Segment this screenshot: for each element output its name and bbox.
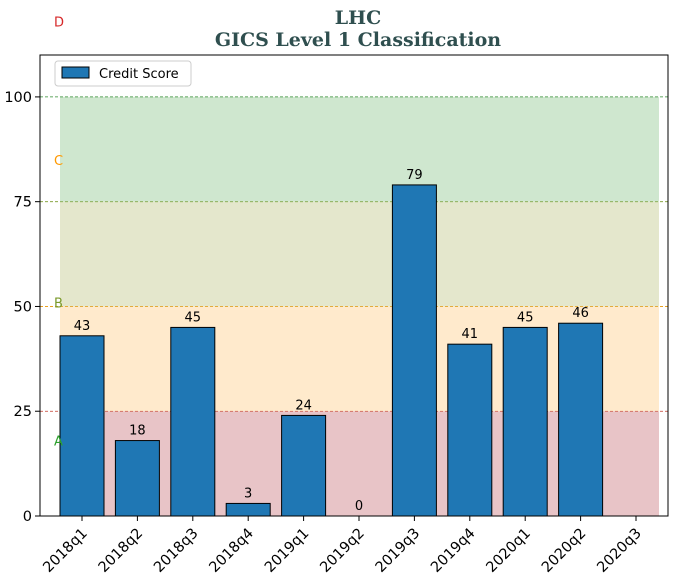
data-label-2018q1: 43	[74, 319, 91, 334]
data-label-2020q1: 45	[517, 310, 534, 325]
x-tick-label-2019q2: 2019q2	[317, 526, 367, 576]
x-tick-label-2018q1: 2018q1	[40, 526, 90, 576]
x-axis: 2018q1 2018q2 2018q3 2018q4 2019q1 2019q2 2019…	[40, 516, 645, 576]
band-3	[60, 96, 659, 202]
bar-2020q1	[502, 326, 548, 517]
legend[interactable]: Credit Score	[54, 60, 192, 87]
data-label-2020q2: 46	[572, 306, 589, 321]
band-letter-C: C	[54, 154, 63, 169]
bar-2018q3	[170, 326, 216, 517]
legend-swatch	[61, 66, 90, 79]
y-tick-label-0: 0	[23, 509, 32, 525]
bar-2020q2	[558, 322, 604, 517]
x-tick-label-2019q3: 2019q3	[373, 526, 423, 576]
x-tick-label-2018q2: 2018q2	[96, 526, 146, 576]
bar-2018q4	[225, 502, 271, 517]
band-letter-D: D	[54, 15, 64, 30]
data-label-2018q2: 18	[129, 424, 146, 439]
bar-2019q1	[281, 414, 327, 517]
band-letter-B: B	[54, 296, 63, 311]
y-tick-label-50: 50	[14, 299, 32, 315]
y-tick-label-75: 75	[14, 195, 32, 211]
bars	[59, 184, 604, 517]
data-label-2019q3: 79	[406, 168, 423, 183]
bar-2019q3	[391, 184, 437, 517]
x-tick-label-2020q2: 2020q2	[539, 526, 589, 576]
data-label-2019q1: 24	[295, 398, 312, 413]
x-tick-label-2018q4: 2018q4	[207, 526, 257, 576]
chart-title: LHC	[335, 7, 381, 29]
x-tick-label-2018q3: 2018q3	[151, 526, 201, 576]
band-2	[60, 201, 659, 307]
plot-frame	[39, 54, 669, 517]
y-tick-label-100: 100	[4, 90, 32, 106]
x-tick-label-2020q1: 2020q1	[484, 526, 534, 576]
data-label-2019q4: 41	[462, 327, 479, 342]
chart-subtitle: GICS Level 1 Classification	[215, 29, 501, 51]
bar-2019q4	[447, 343, 493, 517]
band-letters: A B C D	[54, 15, 64, 449]
x-tick-label-2019q4: 2019q4	[428, 526, 478, 576]
bar-2018q2	[114, 440, 160, 517]
legend-label: Credit Score	[99, 67, 179, 82]
y-tick-label-25: 25	[14, 404, 32, 420]
band-letter-A: A	[54, 435, 63, 450]
data-label-2019q2: 0	[355, 499, 363, 514]
x-tick-label-2019q1: 2019q1	[262, 526, 312, 576]
x-tick-label-2020q3: 2020q3	[594, 526, 644, 576]
y-axis: 0 25 50 75 100	[4, 90, 40, 525]
data-label-2018q3: 45	[185, 310, 202, 325]
data-labels: 43 18 45 3 24 0 79 41 45 46	[74, 168, 589, 514]
data-label-2018q4: 3	[244, 486, 252, 501]
bar-2018q1	[59, 335, 105, 517]
